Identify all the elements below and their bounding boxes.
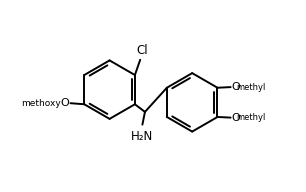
Text: O: O [231, 113, 240, 123]
Text: H₂N: H₂N [131, 130, 154, 143]
Text: methyl: methyl [237, 113, 266, 122]
Text: methyl: methyl [237, 83, 266, 92]
Text: Cl: Cl [136, 44, 148, 57]
Text: O: O [61, 98, 69, 108]
Text: O: O [231, 82, 240, 92]
Text: methoxy: methoxy [21, 99, 61, 108]
